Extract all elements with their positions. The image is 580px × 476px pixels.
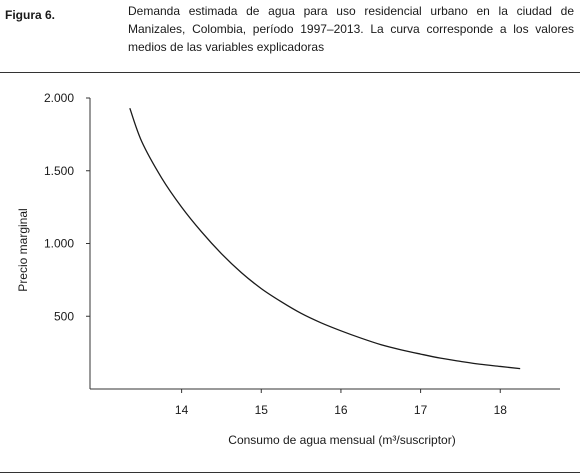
x-tick-label: 16 bbox=[334, 403, 348, 417]
x-tick-label: 17 bbox=[414, 403, 428, 417]
figure-caption: Demanda estimada de agua para uso reside… bbox=[128, 4, 574, 54]
demand-curve-line bbox=[129, 107, 521, 370]
x-tick-label: 14 bbox=[175, 403, 189, 417]
bottom-rule bbox=[0, 472, 580, 473]
chart-axes bbox=[89, 98, 560, 390]
y-axis-ticks: 500 1.000 1.500 2.000 bbox=[44, 91, 90, 323]
top-rule bbox=[0, 72, 580, 73]
y-tick-label: 1.500 bbox=[44, 164, 74, 178]
x-axis-title: Consumo de agua mensual (m³/suscriptor) bbox=[228, 433, 455, 447]
y-tick-label: 500 bbox=[54, 309, 74, 323]
y-tick-label: 1.000 bbox=[44, 237, 74, 251]
y-tick-label: 2.000 bbox=[44, 91, 74, 105]
x-axis-ticks: 14 15 16 17 18 bbox=[175, 389, 507, 417]
chart-series bbox=[129, 107, 521, 370]
y-axis-title: Precio marginal bbox=[16, 208, 30, 291]
figure-label: Figura 6. bbox=[5, 8, 56, 22]
x-tick-label: 18 bbox=[494, 403, 508, 417]
x-tick-label: 15 bbox=[255, 403, 269, 417]
